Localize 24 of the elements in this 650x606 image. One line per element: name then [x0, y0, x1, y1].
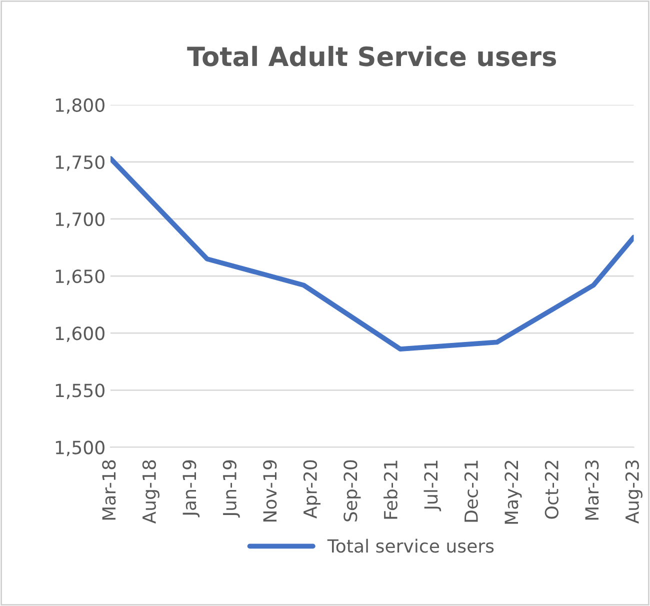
chart-title: Total Adult Service users	[187, 46, 556, 66]
y-tick-label: 1,500	[56, 440, 104, 456]
x-tick-label: May-22	[504, 460, 522, 524]
line-series	[110, 156, 634, 352]
x-tick-label: Mar-23	[585, 460, 599, 520]
x-tick-label: Jul-21	[424, 460, 442, 512]
x-tick-label: Jun-19	[222, 460, 240, 518]
y-tick-label: 1,600	[56, 326, 104, 342]
x-tick-label: Oct-22	[544, 460, 558, 519]
legend-label: Total service users	[327, 538, 494, 553]
y-tick-label: 1,700	[56, 212, 104, 228]
x-tick-label: Aug-18	[142, 460, 160, 524]
x-tick-label: Mar-18	[102, 460, 116, 520]
x-tick-label: Jan-19	[182, 460, 200, 518]
x-tick-label: Sep-20	[344, 460, 361, 522]
y-tick-label: 1,650	[56, 269, 104, 285]
x-tick-label: Nov-19	[263, 460, 277, 522]
y-tick-label: 1,800	[56, 98, 104, 114]
x-tick-label: Apr-20	[303, 460, 320, 518]
x-tick-label: Feb-21	[384, 460, 398, 519]
y-tick-label: 1,550	[56, 384, 104, 400]
x-tick-label: Dec-21	[464, 460, 478, 522]
x-tick-label: Aug-23	[625, 460, 642, 524]
y-tick-label: 1,750	[56, 155, 104, 171]
